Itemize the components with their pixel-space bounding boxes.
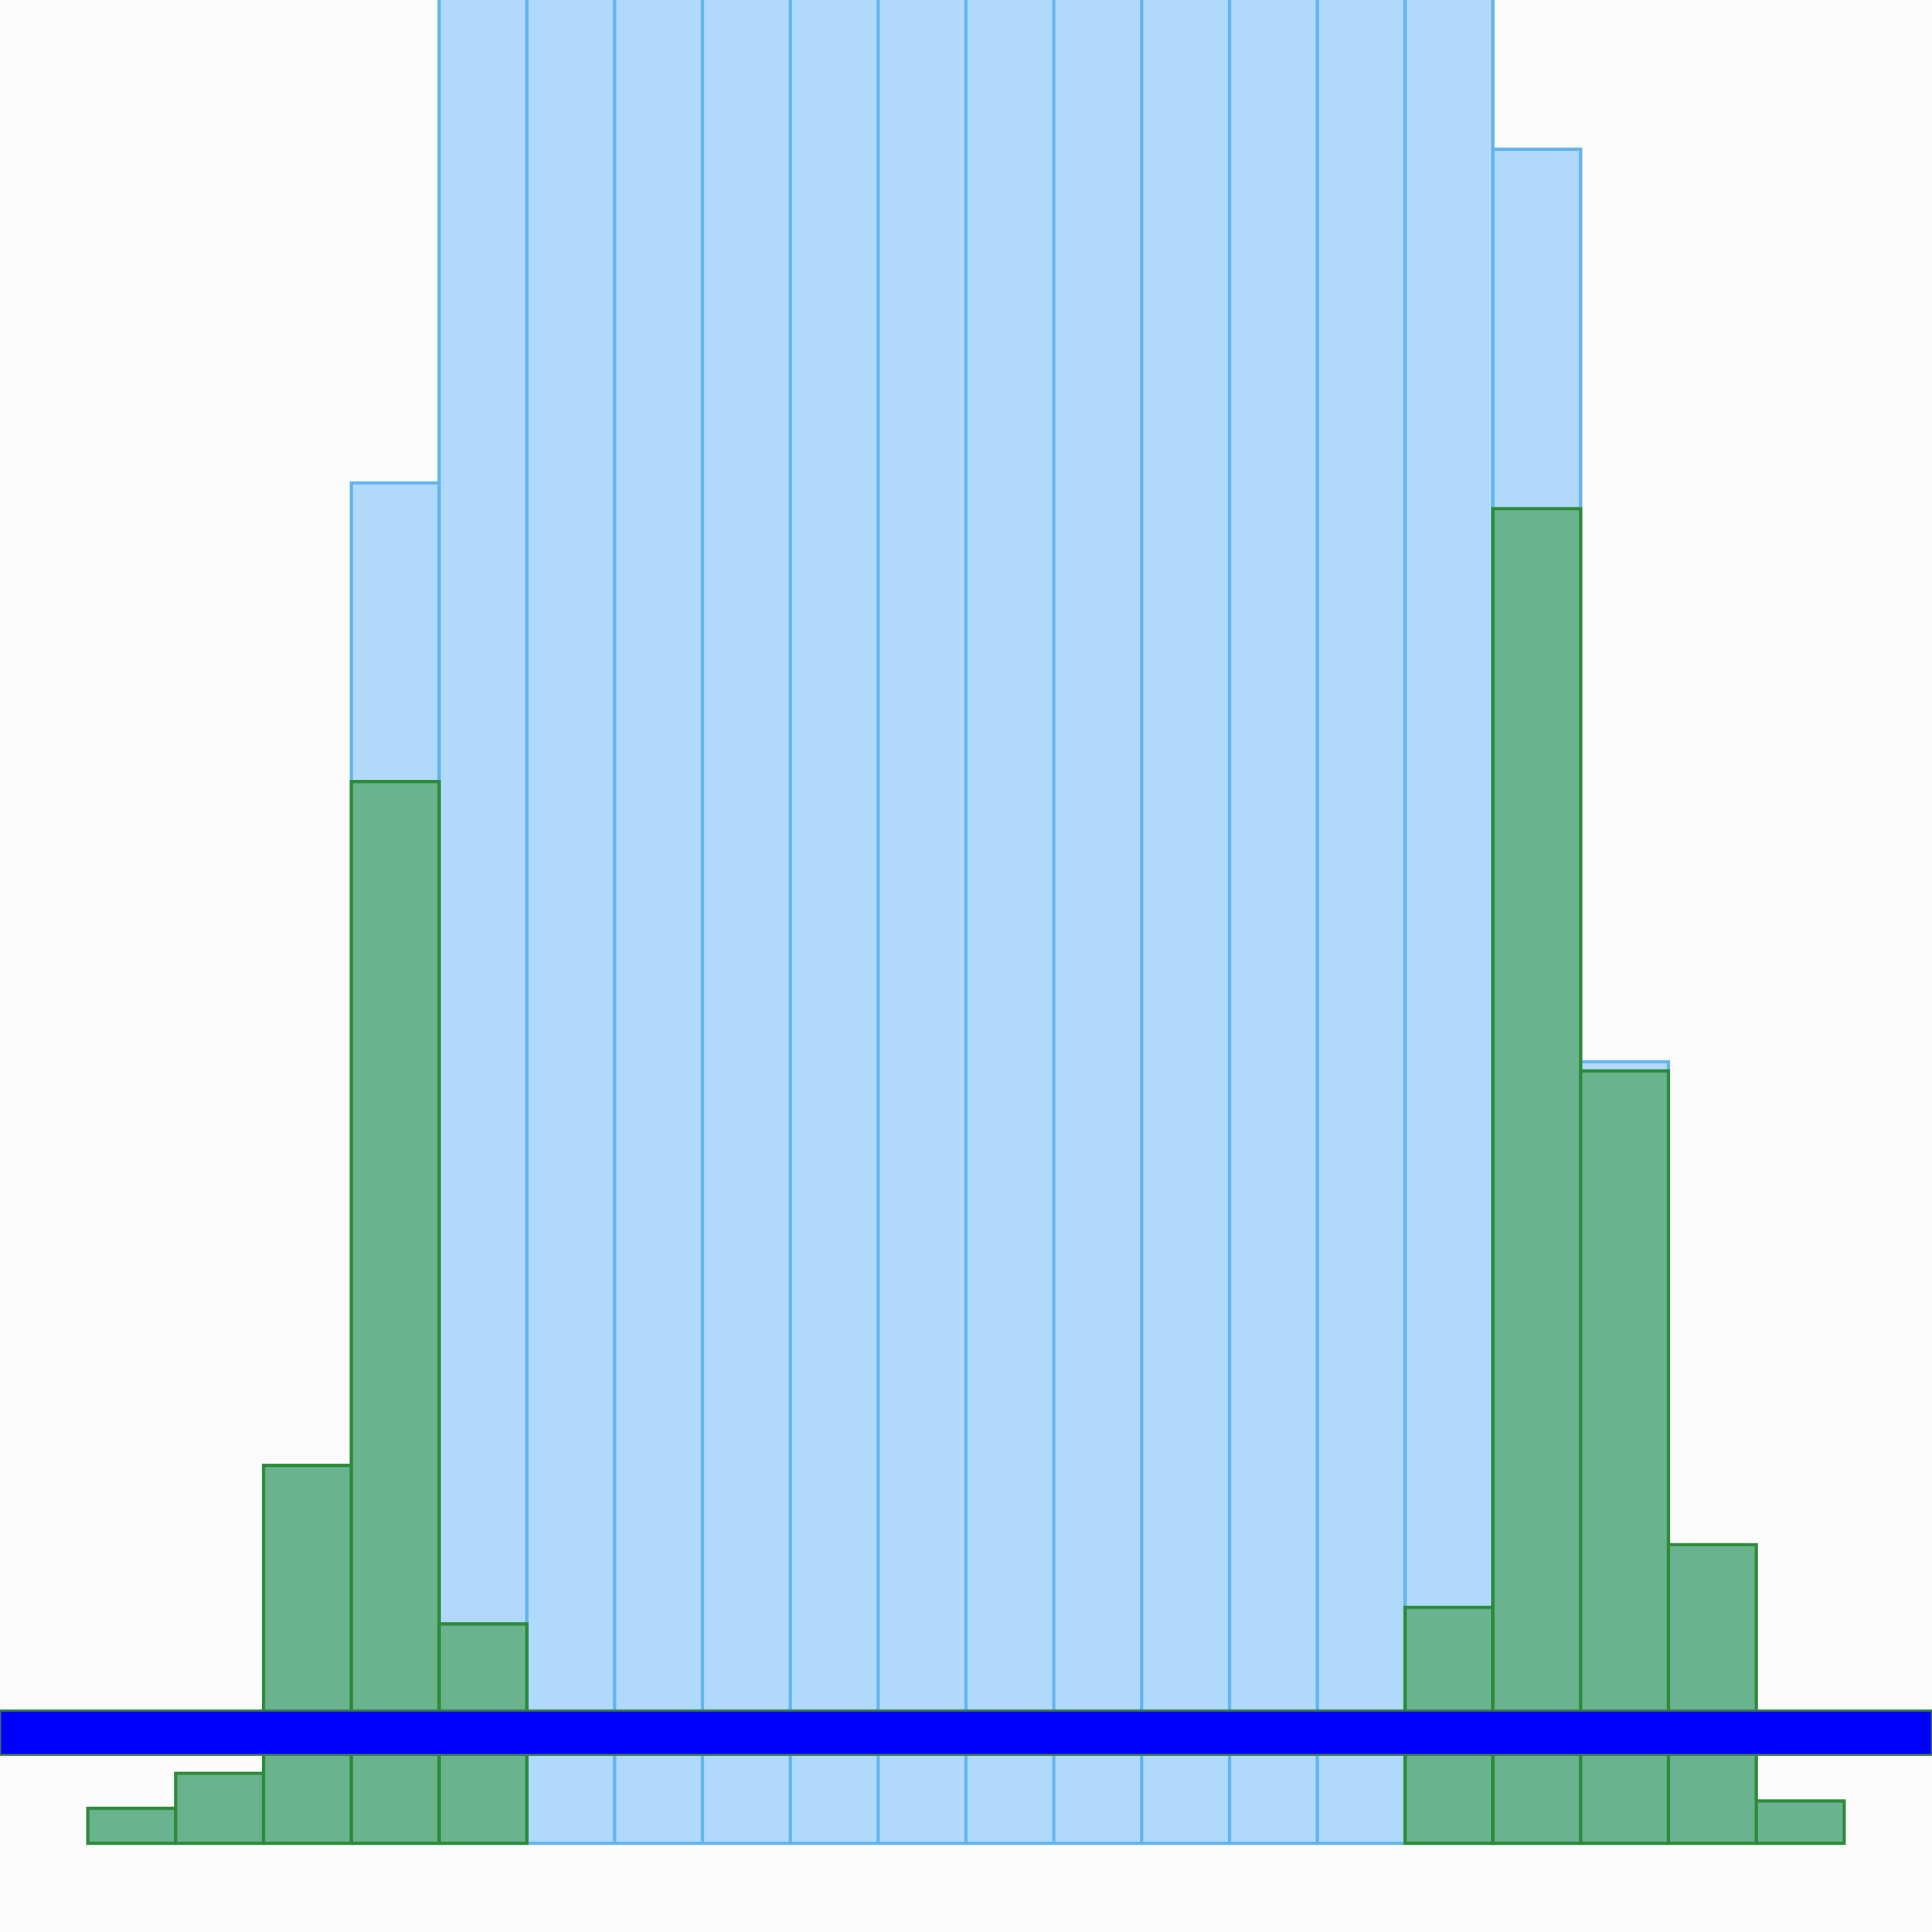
histogram-bar xyxy=(86,1806,177,1845)
horizontal-span xyxy=(0,1709,1932,1756)
histogram-bar xyxy=(1227,0,1319,1845)
histogram-bar xyxy=(789,0,880,1845)
histogram-bar xyxy=(174,1771,265,1845)
histogram-bar xyxy=(261,1463,353,1845)
plot-area xyxy=(86,0,1846,1845)
histogram-bar xyxy=(1140,0,1231,1845)
histogram-bar xyxy=(964,0,1055,1845)
histogram-bar xyxy=(1667,1543,1758,1845)
histogram-bar xyxy=(613,0,705,1845)
histogram-bar xyxy=(525,0,617,1845)
histogram-bar xyxy=(877,0,968,1845)
histogram-bar xyxy=(1315,0,1407,1845)
histogram-bar xyxy=(1052,0,1143,1845)
histogram-bar xyxy=(437,0,529,1845)
histogram-bar xyxy=(701,0,792,1845)
histogram-bar xyxy=(1755,1799,1846,1845)
histogram-bar xyxy=(349,779,441,1845)
histogram-bar xyxy=(1491,507,1583,1845)
histogram-bar xyxy=(1403,0,1495,1845)
